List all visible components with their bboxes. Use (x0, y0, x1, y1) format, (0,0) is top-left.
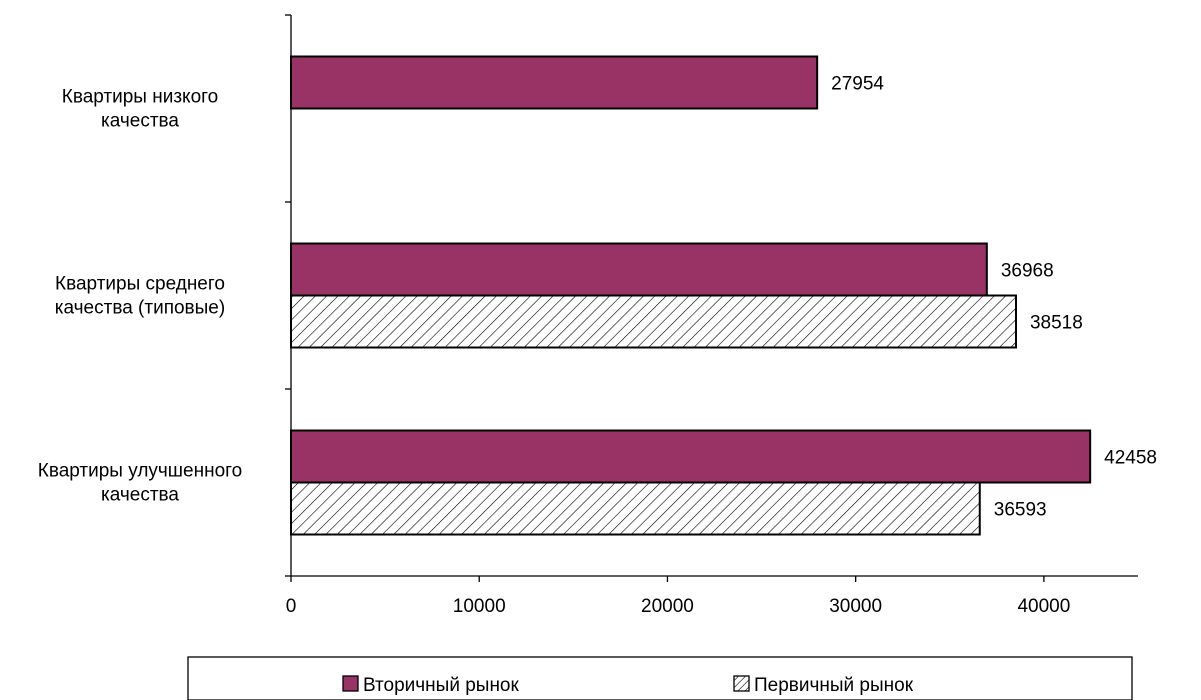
axes-layer (285, 14, 1138, 582)
bar-series-2-cat-2 (290, 294, 1017, 349)
x-tick-label-4: 30000 (829, 596, 882, 617)
legend: Вторичный рынок Первичный рынок (187, 656, 1133, 700)
bar-series-1-cat-2 (290, 242, 988, 297)
data-label-series-2-cat-2: 38518 (1030, 313, 1083, 334)
x-tick-label-2: 10000 (453, 596, 506, 617)
bars-layer (290, 55, 1092, 536)
bar-series-1-cat-1 (290, 55, 819, 110)
legend-swatch-primary-market (733, 675, 750, 692)
category-label-2: Квартиры среднего качества (типовые) (55, 274, 225, 319)
labels-layer: 27954 Квартиры низкого качества 36968 38518 К… (38, 74, 1157, 618)
data-label-series-1-cat-1: 27954 (831, 74, 884, 95)
data-label-series-1-cat-3: 42458 (1104, 448, 1157, 469)
legend-label-2: Первичный рынок (754, 675, 914, 696)
bar-series-1-cat-3 (290, 429, 1092, 484)
legend-swatch-secondary-market (342, 675, 359, 692)
x-tick-label-1: 0 (286, 596, 297, 617)
bar-series-2-cat-3 (290, 481, 981, 536)
data-label-series-2-cat-3: 36593 (994, 500, 1047, 521)
legend-label-1: Вторичный рынок (363, 675, 520, 696)
x-tick-label-5: 40000 (1017, 596, 1070, 617)
category-label-3: Квартиры улучшенного качества (38, 461, 243, 506)
category-label-1: Квартиры низкого качества (62, 87, 218, 132)
legend-box (187, 656, 1133, 700)
x-tick-label-3: 20000 (641, 596, 694, 617)
data-label-series-1-cat-2: 36968 (1001, 261, 1054, 282)
